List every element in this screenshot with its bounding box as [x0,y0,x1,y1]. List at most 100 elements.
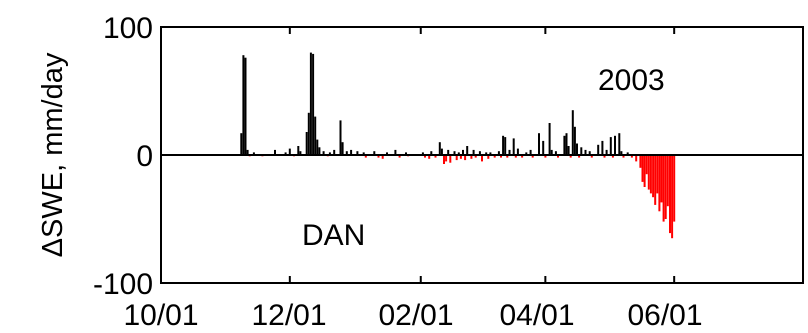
melt-bar [664,155,667,219]
accumulation-bar [438,142,441,155]
x-tick-label: 10/01 [123,299,198,332]
accumulation-bar [339,120,342,155]
melt-bar [603,155,606,158]
accumulation-bar [609,137,612,155]
accumulation-bar [516,148,519,155]
melt-bar [521,155,524,158]
accumulation-bar [345,151,348,155]
melt-bar [424,155,426,158]
accumulation-bar [246,149,249,155]
accumulation-bar [489,152,492,155]
accumulation-bar [356,151,359,155]
accumulation-bar [554,151,557,155]
y-tick-label: 0 [136,140,153,173]
melt-bar [474,155,477,158]
melt-bar [611,155,614,158]
site-annotation: DAN [302,219,365,252]
melt-bar [398,155,401,158]
accumulation-bar [571,110,574,155]
melt-bar [481,155,483,162]
melt-bar [445,155,448,162]
accumulation-bar [618,133,621,155]
accumulation-bar [538,133,540,155]
melt-bar [514,155,517,158]
x-tick-label: 04/01 [499,299,574,332]
melt-bar [654,155,657,205]
accumulation-bar [478,151,481,155]
melt-bar [470,155,473,159]
melt-bar [544,155,547,158]
accumulation-bar [512,138,515,155]
accumulation-bar [502,135,505,155]
melt-bar [557,155,559,158]
accumulation-bar [565,133,568,155]
melt-bar [671,155,674,239]
accumulation-bar [529,149,532,155]
melt-bar [443,155,445,164]
melt-bar [493,155,496,158]
melt-bar [381,155,384,159]
year-annotation: 2003 [598,64,665,97]
accumulation-bar [504,137,507,155]
melt-bar [630,155,633,158]
accumulation-bar [605,149,608,155]
accumulation-bar [284,152,287,155]
x-tick-labels: 10/01 12/01 02/01 04/01 06/01 [123,299,702,332]
accumulation-bar [309,52,312,155]
accumulation-bar [312,53,315,155]
accumulation-bar [316,139,319,155]
accumulation-bar [584,149,587,155]
melt-bar [666,155,669,207]
accumulation-bar [462,149,464,155]
accumulation-bar [497,151,500,155]
accumulation-bar [421,152,424,155]
x-tick-label: 12/01 [251,299,326,332]
accumulation-bar [240,133,243,155]
accumulation-bar [322,151,325,155]
melt-bar [660,155,663,203]
accumulation-bar [626,152,629,155]
melt-bar [622,155,625,158]
accumulation-bar [580,147,583,155]
accumulation-bar [485,152,488,155]
accumulation-bar [242,55,245,156]
melt-bar [649,155,652,194]
accumulation-bar [314,116,317,155]
melt-bar [487,155,490,159]
accumulation-bar [567,146,570,155]
accumulation-bar [440,148,443,155]
accumulation-bar [601,140,604,155]
accumulation-bar [472,149,475,155]
accumulation-bar [508,149,511,155]
melt-bar [669,155,671,234]
y-tick-label: -100 [93,268,153,301]
melt-bar [643,155,646,187]
accumulation-bar [341,142,344,155]
melt-bar [377,155,380,158]
accumulation-bar [373,151,376,155]
accumulation-bar [305,132,308,155]
accumulation-bar [563,135,566,155]
accumulation-bar [430,151,433,155]
melt-bar [658,155,661,212]
accumulation-bar [350,149,353,155]
ticks-layer [160,27,676,283]
melt-bar [578,155,581,158]
accumulation-bar [274,149,276,155]
accumulation-bar [252,152,255,155]
melt-bar [673,155,676,222]
melt-bar [662,155,665,222]
accumulation-bar [548,123,551,155]
accumulation-bar [307,112,310,155]
accumulation-bar [588,151,591,155]
accumulation-bar [288,148,291,155]
accumulation-bar [299,151,302,155]
accumulation-bar [244,57,247,156]
accumulation-bar [405,152,407,155]
melt-bar [434,155,437,158]
accumulation-bar [394,149,397,155]
accumulation-bar [466,146,469,155]
melt-bar [645,155,648,175]
y-tick-labels: 100 0 -100 [93,12,153,301]
